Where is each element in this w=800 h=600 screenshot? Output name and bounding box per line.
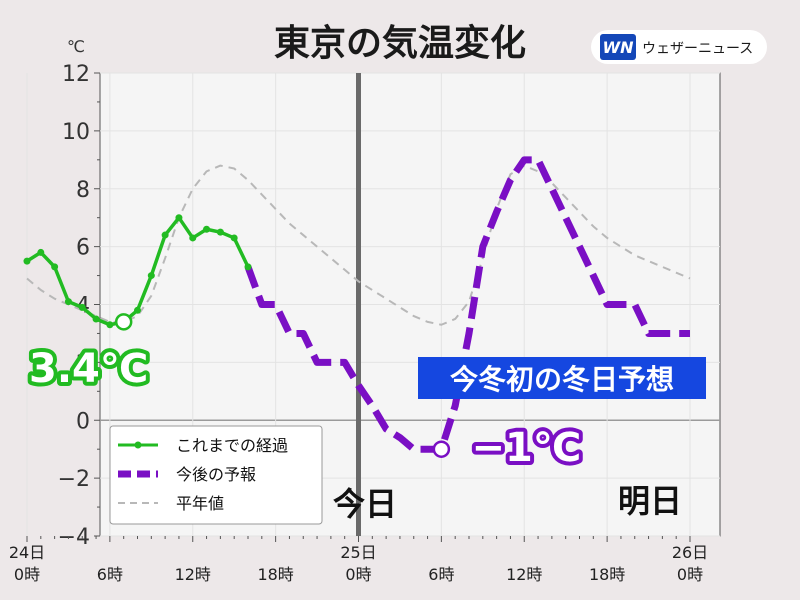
x-tick-label-hour: 6時 bbox=[428, 565, 454, 584]
tomorrow-low-label: −1℃ bbox=[471, 425, 581, 471]
normal-series-line bbox=[26, 164, 691, 326]
legend-label-forecast: 今後の予報 bbox=[176, 465, 256, 484]
legend-item-observed: これまでの経過 bbox=[118, 436, 288, 455]
x-tick-label-date: 25日 bbox=[340, 543, 376, 562]
observed-data-point bbox=[203, 225, 211, 233]
observed-data-point bbox=[92, 315, 100, 323]
legend-marker-observed bbox=[134, 441, 142, 449]
observed-data-point bbox=[51, 263, 59, 271]
observed-data-point bbox=[106, 321, 114, 329]
tomorrow-low-marker bbox=[432, 440, 451, 458]
observed-data-point bbox=[23, 257, 31, 265]
axes: −4−202468101224日0時6時12時18時25日0時6時12時18時2… bbox=[9, 62, 708, 584]
legend-item-normal: 平年値 bbox=[118, 494, 224, 513]
observed-data-point bbox=[230, 234, 238, 242]
legend-label-normal: 平年値 bbox=[176, 494, 224, 513]
legend-item-forecast: 今後の予報 bbox=[118, 465, 256, 484]
x-tick-label-hour: 12時 bbox=[175, 565, 211, 584]
y-tick-label: −2 bbox=[58, 467, 90, 492]
x-tick-label-hour: 18時 bbox=[589, 565, 625, 584]
brand-logo: WN ウェザーニュース bbox=[591, 30, 767, 64]
x-tick-label-date: 26日 bbox=[672, 543, 708, 562]
observed-data-point bbox=[78, 303, 86, 311]
brand-name: ウェザーニュース bbox=[642, 41, 753, 57]
x-tick-label-hour: 18時 bbox=[257, 565, 293, 584]
y-tick-label: 12 bbox=[62, 62, 90, 87]
observed-data-point bbox=[134, 306, 141, 314]
observed-data-point bbox=[175, 214, 183, 222]
observed-data-point bbox=[244, 263, 252, 271]
y-tick-label: 0 bbox=[76, 409, 90, 434]
series-layer bbox=[23, 156, 691, 458]
y-tick-label: −4 bbox=[58, 525, 90, 550]
chart-title: 東京の気温変化 bbox=[274, 22, 526, 64]
legend-box bbox=[109, 425, 323, 525]
observed-data-point bbox=[147, 272, 155, 280]
y-tick-label: 6 bbox=[76, 236, 90, 261]
today-low-label: 3.4℃ bbox=[29, 346, 148, 392]
x-tick-label-hour: 0時 bbox=[345, 565, 371, 584]
today-day-label: 今日 bbox=[333, 485, 397, 523]
x-tick-label-hour: 0時 bbox=[677, 565, 703, 584]
brand-mark bbox=[600, 34, 636, 60]
x-tick-label-hour: 6時 bbox=[97, 565, 123, 584]
tomorrow-day-label: 明日 bbox=[618, 482, 682, 520]
forecast-note-background bbox=[418, 357, 706, 399]
y-tick-label: 8 bbox=[76, 178, 90, 203]
observed-data-point bbox=[189, 234, 197, 242]
observed-data-point bbox=[64, 298, 72, 306]
y-axis-unit: ℃ bbox=[67, 37, 85, 56]
legend: これまでの経過 今後の予報 平年値 bbox=[109, 425, 323, 525]
x-tick-label-hour: 12時 bbox=[506, 565, 542, 584]
y-tick-label: 10 bbox=[62, 120, 90, 145]
brand-mark-text: WN bbox=[602, 38, 634, 57]
today-low-marker bbox=[114, 313, 133, 331]
y-tick-label: 2 bbox=[76, 351, 90, 376]
forecast-series-line bbox=[244, 156, 690, 453]
observed-data-point bbox=[161, 231, 169, 239]
x-tick-label-hour: 0時 bbox=[14, 565, 40, 584]
x-tick-label-date: 24日 bbox=[9, 543, 45, 562]
observed-data-point bbox=[37, 248, 45, 256]
forecast-note-banner: 今冬初の冬日予想 bbox=[418, 357, 706, 399]
forecast-note: 今冬初の冬日予想 bbox=[450, 363, 674, 396]
observed-data-point bbox=[216, 228, 224, 236]
legend-label-observed: これまでの経過 bbox=[176, 436, 288, 455]
